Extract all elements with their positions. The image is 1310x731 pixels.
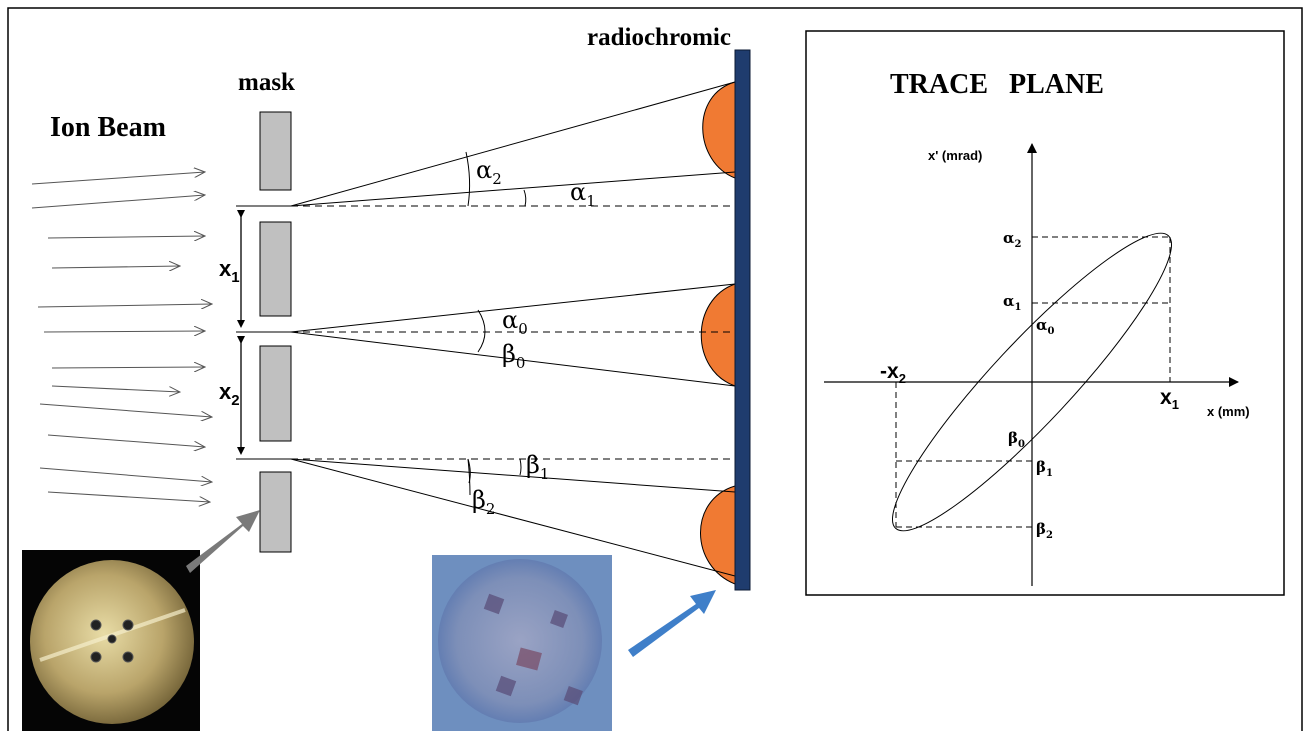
mask-plates [259, 111, 292, 553]
angle-arcs [465, 151, 527, 496]
spot-middle [700, 283, 736, 387]
beta0-label: β0 [502, 340, 525, 372]
reference-dashed-lines [291, 205, 735, 460]
alpha1-label: α1 [570, 178, 596, 210]
radiochromic-label: radiochromic [587, 24, 731, 51]
beam-ray [47, 434, 205, 447]
beam-ray [47, 491, 210, 502]
mask-label: mask [238, 69, 295, 96]
ion-beam-label: Ion Beam [50, 112, 166, 143]
radiochromic-spots [700, 81, 736, 585]
trace-alpha1-label: α1 [1003, 292, 1022, 313]
trajectories [290, 81, 736, 577]
alpha2-label: α2 [476, 156, 502, 188]
beam-ray [39, 403, 212, 417]
exposed-film-disc [438, 559, 602, 723]
mask-plate [259, 221, 292, 317]
trace-x1-label: x1 [1160, 386, 1179, 412]
beam-ray [31, 172, 205, 185]
beta1-label: β1 [526, 451, 549, 483]
trace-beta2-label: β2 [1036, 520, 1053, 541]
beta2-label: β2 [472, 486, 495, 518]
beam-ray [43, 331, 205, 332]
beam-ray [51, 385, 180, 392]
trace-negx2-label: -x2 [880, 360, 906, 386]
mask-plate [259, 111, 292, 191]
beam-ray [51, 367, 205, 368]
beam-ray [39, 467, 212, 482]
trace-alpha0-label: α0 [1036, 316, 1055, 337]
beam-ray [31, 195, 205, 209]
trace-beta0-label: β0 [1008, 429, 1025, 450]
mask-plate [259, 471, 292, 553]
trace-alpha2-label: α2 [1003, 229, 1022, 250]
beam-ray [51, 266, 180, 268]
spot-top [702, 81, 736, 179]
y-axis-label: x' (mrad) [928, 148, 982, 163]
spot-bottom [700, 485, 736, 585]
trace-beta1-label: β1 [1036, 458, 1053, 479]
beam-ray [37, 304, 212, 307]
outer-frame [7, 7, 1303, 731]
gray-pointer-arrow [186, 510, 260, 573]
x2-label: x2 [219, 379, 240, 409]
emittance-ellipse [891, 232, 1173, 532]
trace-guides [895, 236, 1171, 528]
x1-label: x1 [219, 256, 240, 286]
radiochromic-film-detector [734, 49, 751, 591]
blue-pointer-arrow [628, 590, 716, 657]
trace-plane-title: TRACE PLANE [890, 69, 1104, 100]
film-photo [432, 555, 612, 731]
trace-plane-panel [805, 30, 1285, 596]
ion-beam-rays [31, 172, 212, 502]
beam-ray [47, 236, 205, 238]
mask-photo [22, 550, 200, 731]
x-axis-label: x (mm) [1207, 404, 1250, 419]
mask-plate [259, 345, 292, 442]
alpha0-label: α0 [502, 306, 528, 338]
